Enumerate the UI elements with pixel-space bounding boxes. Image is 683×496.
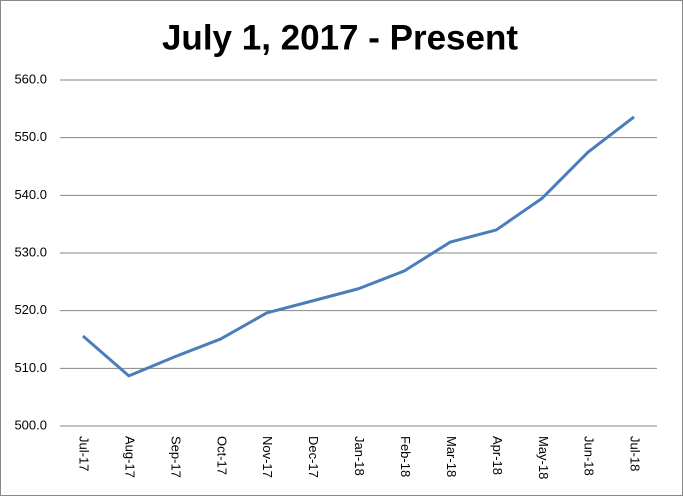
x-tick-label: Feb-18 xyxy=(398,436,413,477)
line xyxy=(81,115,635,378)
x-tick-label: Jul-17 xyxy=(77,436,92,471)
x-tick-label: Jun-18 xyxy=(582,436,597,476)
y-tick-label: 500.0 xyxy=(14,417,47,432)
x-tick-label: Mar-18 xyxy=(444,436,459,477)
chart-title: July 1, 2017 - Present xyxy=(162,18,518,57)
x-tick-label: Jan-18 xyxy=(352,436,367,476)
x-tick-label: Sep-17 xyxy=(168,436,183,478)
y-tick-label: 550.0 xyxy=(14,129,47,144)
x-tick-label: May-18 xyxy=(536,436,551,479)
x-tick-label: Jul-18 xyxy=(628,436,643,471)
y-tick-label: 510.0 xyxy=(14,360,47,375)
y-tick-label: 520.0 xyxy=(14,302,47,317)
x-tick-label: Oct-17 xyxy=(214,436,229,475)
x-tick-label: Dec-17 xyxy=(306,436,321,478)
y-tick-label: 560.0 xyxy=(14,71,47,86)
y-tick-label: 530.0 xyxy=(14,244,47,259)
x-tick-label: Nov-17 xyxy=(260,436,275,478)
x-tick-label: Apr-18 xyxy=(490,436,505,475)
x-tick-label: Aug-17 xyxy=(122,436,137,478)
y-tick-label: 540.0 xyxy=(14,187,47,202)
